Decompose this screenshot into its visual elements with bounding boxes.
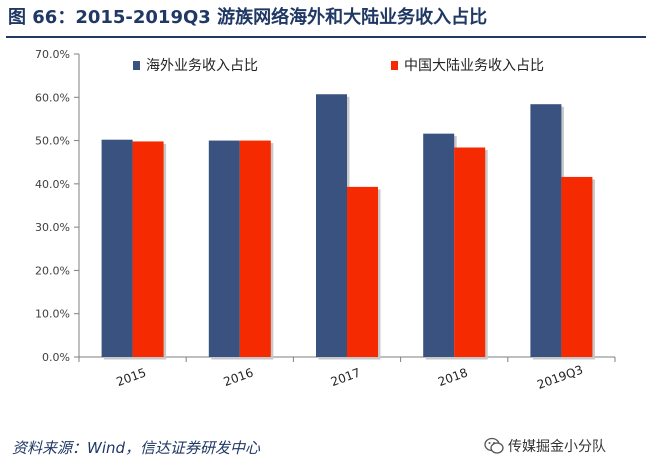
x-tick-label: 2016 bbox=[222, 365, 255, 389]
bar-overseas bbox=[101, 139, 133, 357]
y-tick-label: 20.0% bbox=[35, 264, 70, 277]
y-tick-label: 70.0% bbox=[35, 48, 70, 61]
x-tick-label: 2017 bbox=[329, 365, 362, 389]
y-tick-label: 50.0% bbox=[35, 135, 70, 148]
source-note: 资料来源：Wind，信达证券研发中心 bbox=[12, 439, 261, 457]
watermark-text: 传媒掘金小分队 bbox=[508, 439, 606, 455]
y-tick-label: 60.0% bbox=[35, 91, 70, 104]
bars bbox=[101, 94, 595, 360]
bar-chart: 0.0%10.0%20.0%30.0%40.0%50.0%60.0%70.0% … bbox=[35, 48, 616, 392]
bar-mainland bbox=[239, 140, 271, 357]
x-tick-label: 2015 bbox=[114, 365, 147, 389]
bar-mainland bbox=[454, 147, 486, 357]
chart-title: 图 66：2015-2019Q3 游族网络海外和大陆业务收入占比 bbox=[8, 7, 488, 28]
bar-overseas bbox=[208, 140, 240, 357]
legend-label: 中国大陆业务收入占比 bbox=[404, 58, 544, 74]
y-tick-label: 0.0% bbox=[42, 351, 70, 364]
x-tick-label: 2018 bbox=[436, 365, 469, 389]
title-underline bbox=[6, 36, 646, 38]
bar-mainland bbox=[347, 186, 378, 357]
watermark: 传媒掘金小分队 bbox=[484, 435, 606, 457]
x-axis: 2015 2016 2017 2018 2019Q3 bbox=[78, 356, 616, 392]
legend: 海外业务收入占比 中国大陆业务收入占比 bbox=[133, 58, 544, 74]
x-tick-label: 2019Q3 bbox=[535, 363, 585, 392]
y-tick-label: 40.0% bbox=[35, 178, 70, 191]
legend-label: 海外业务收入占比 bbox=[146, 58, 258, 74]
y-tick-label: 30.0% bbox=[35, 221, 70, 234]
bar-overseas bbox=[423, 133, 455, 357]
y-tick-label: 10.0% bbox=[35, 308, 70, 321]
y-axis: 0.0% 10.0% 20.0% 30.0% 40.0% 50.0% 60.0% 70.0% bbox=[35, 48, 80, 364]
wechat-icon bbox=[484, 437, 504, 454]
bar-mainland bbox=[561, 176, 593, 357]
legend-swatch bbox=[391, 61, 398, 70]
legend-swatch bbox=[133, 61, 140, 70]
bar-mainland bbox=[132, 141, 164, 357]
bar-overseas bbox=[316, 94, 347, 358]
bar-overseas bbox=[530, 104, 562, 357]
